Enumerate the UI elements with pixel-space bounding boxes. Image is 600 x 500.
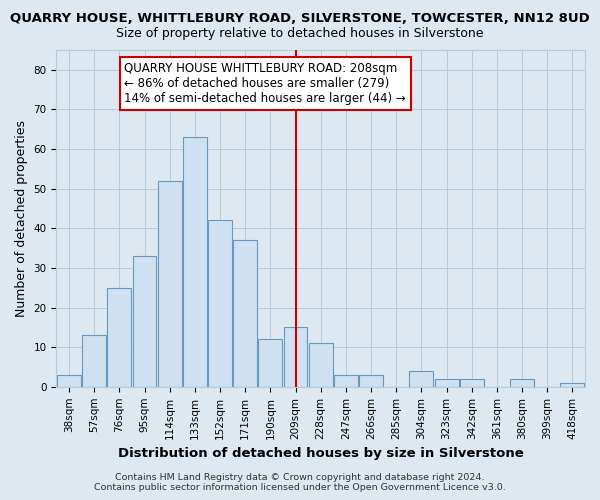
Bar <box>259 340 283 387</box>
Bar <box>133 256 157 387</box>
Text: QUARRY HOUSE, WHITTLEBURY ROAD, SILVERSTONE, TOWCESTER, NN12 8UD: QUARRY HOUSE, WHITTLEBURY ROAD, SILVERST… <box>10 12 590 26</box>
X-axis label: Distribution of detached houses by size in Silverstone: Distribution of detached houses by size … <box>118 447 524 460</box>
Bar <box>334 375 358 387</box>
Text: Contains HM Land Registry data © Crown copyright and database right 2024.
Contai: Contains HM Land Registry data © Crown c… <box>94 473 506 492</box>
Text: Size of property relative to detached houses in Silverstone: Size of property relative to detached ho… <box>116 28 484 40</box>
Bar <box>107 288 131 387</box>
Text: QUARRY HOUSE WHITTLEBURY ROAD: 208sqm
← 86% of detached houses are smaller (279): QUARRY HOUSE WHITTLEBURY ROAD: 208sqm ← … <box>124 62 406 105</box>
Bar <box>560 383 584 387</box>
Bar <box>460 379 484 387</box>
Y-axis label: Number of detached properties: Number of detached properties <box>15 120 28 317</box>
Bar <box>510 379 534 387</box>
Bar <box>82 336 106 387</box>
Bar <box>309 343 332 387</box>
Bar <box>233 240 257 387</box>
Bar <box>359 375 383 387</box>
Bar <box>208 220 232 387</box>
Bar <box>183 137 207 387</box>
Bar <box>284 328 307 387</box>
Bar <box>57 375 81 387</box>
Bar <box>434 379 458 387</box>
Bar <box>158 181 182 387</box>
Bar <box>409 371 433 387</box>
